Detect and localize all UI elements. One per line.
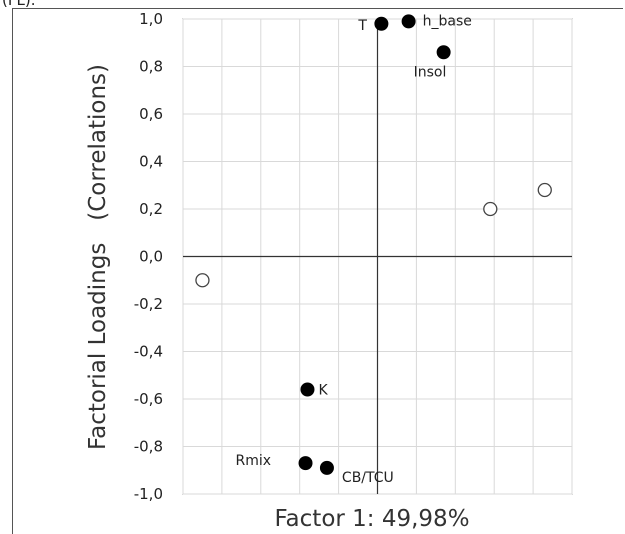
x-axis-title: Factor 1: 49,98% <box>274 506 469 532</box>
filled-point <box>374 16 389 31</box>
point-label: CB/TCU <box>342 470 394 486</box>
y-tick-label: 0,0 <box>139 248 163 266</box>
y-tick-label: 0,6 <box>139 105 163 123</box>
point-label: Rmix <box>236 453 272 469</box>
filled-point <box>298 456 313 471</box>
y-tick-label: -0,2 <box>134 295 163 313</box>
y-tick-label: 0,2 <box>139 200 163 218</box>
filled-point <box>300 382 315 397</box>
y-tick-label: 0,4 <box>139 153 163 171</box>
y-tick-label: -0,6 <box>134 390 163 408</box>
point-label: T <box>357 18 367 34</box>
figure-frame <box>12 8 623 534</box>
filled-point <box>401 14 416 29</box>
filled-point <box>319 460 334 475</box>
y-tick-labels: 1,0 0,8 0,6 0,4 0,2 0,0 -0,2 -0,4 -0,6 -0,8 -1,0 <box>134 10 163 503</box>
y-tick-label: -1,0 <box>134 485 163 503</box>
y-tick-label: 0,8 <box>139 58 163 76</box>
figure-caption-fragment: (FL). <box>2 0 36 9</box>
y-tick-label: -0,8 <box>134 438 163 456</box>
point-label: Insol <box>414 64 447 80</box>
open-point <box>195 273 210 288</box>
y-tick-label: -0,4 <box>134 343 163 361</box>
y-axis-title: Factorial Loadings (Correlations) <box>85 64 111 450</box>
zero-axes <box>183 19 572 494</box>
point-label: K <box>318 383 328 399</box>
point-label: h_base <box>423 13 472 29</box>
open-point <box>483 201 498 217</box>
filled-point <box>436 45 451 60</box>
open-point <box>537 182 552 198</box>
y-tick-label: 1,0 <box>139 10 163 28</box>
